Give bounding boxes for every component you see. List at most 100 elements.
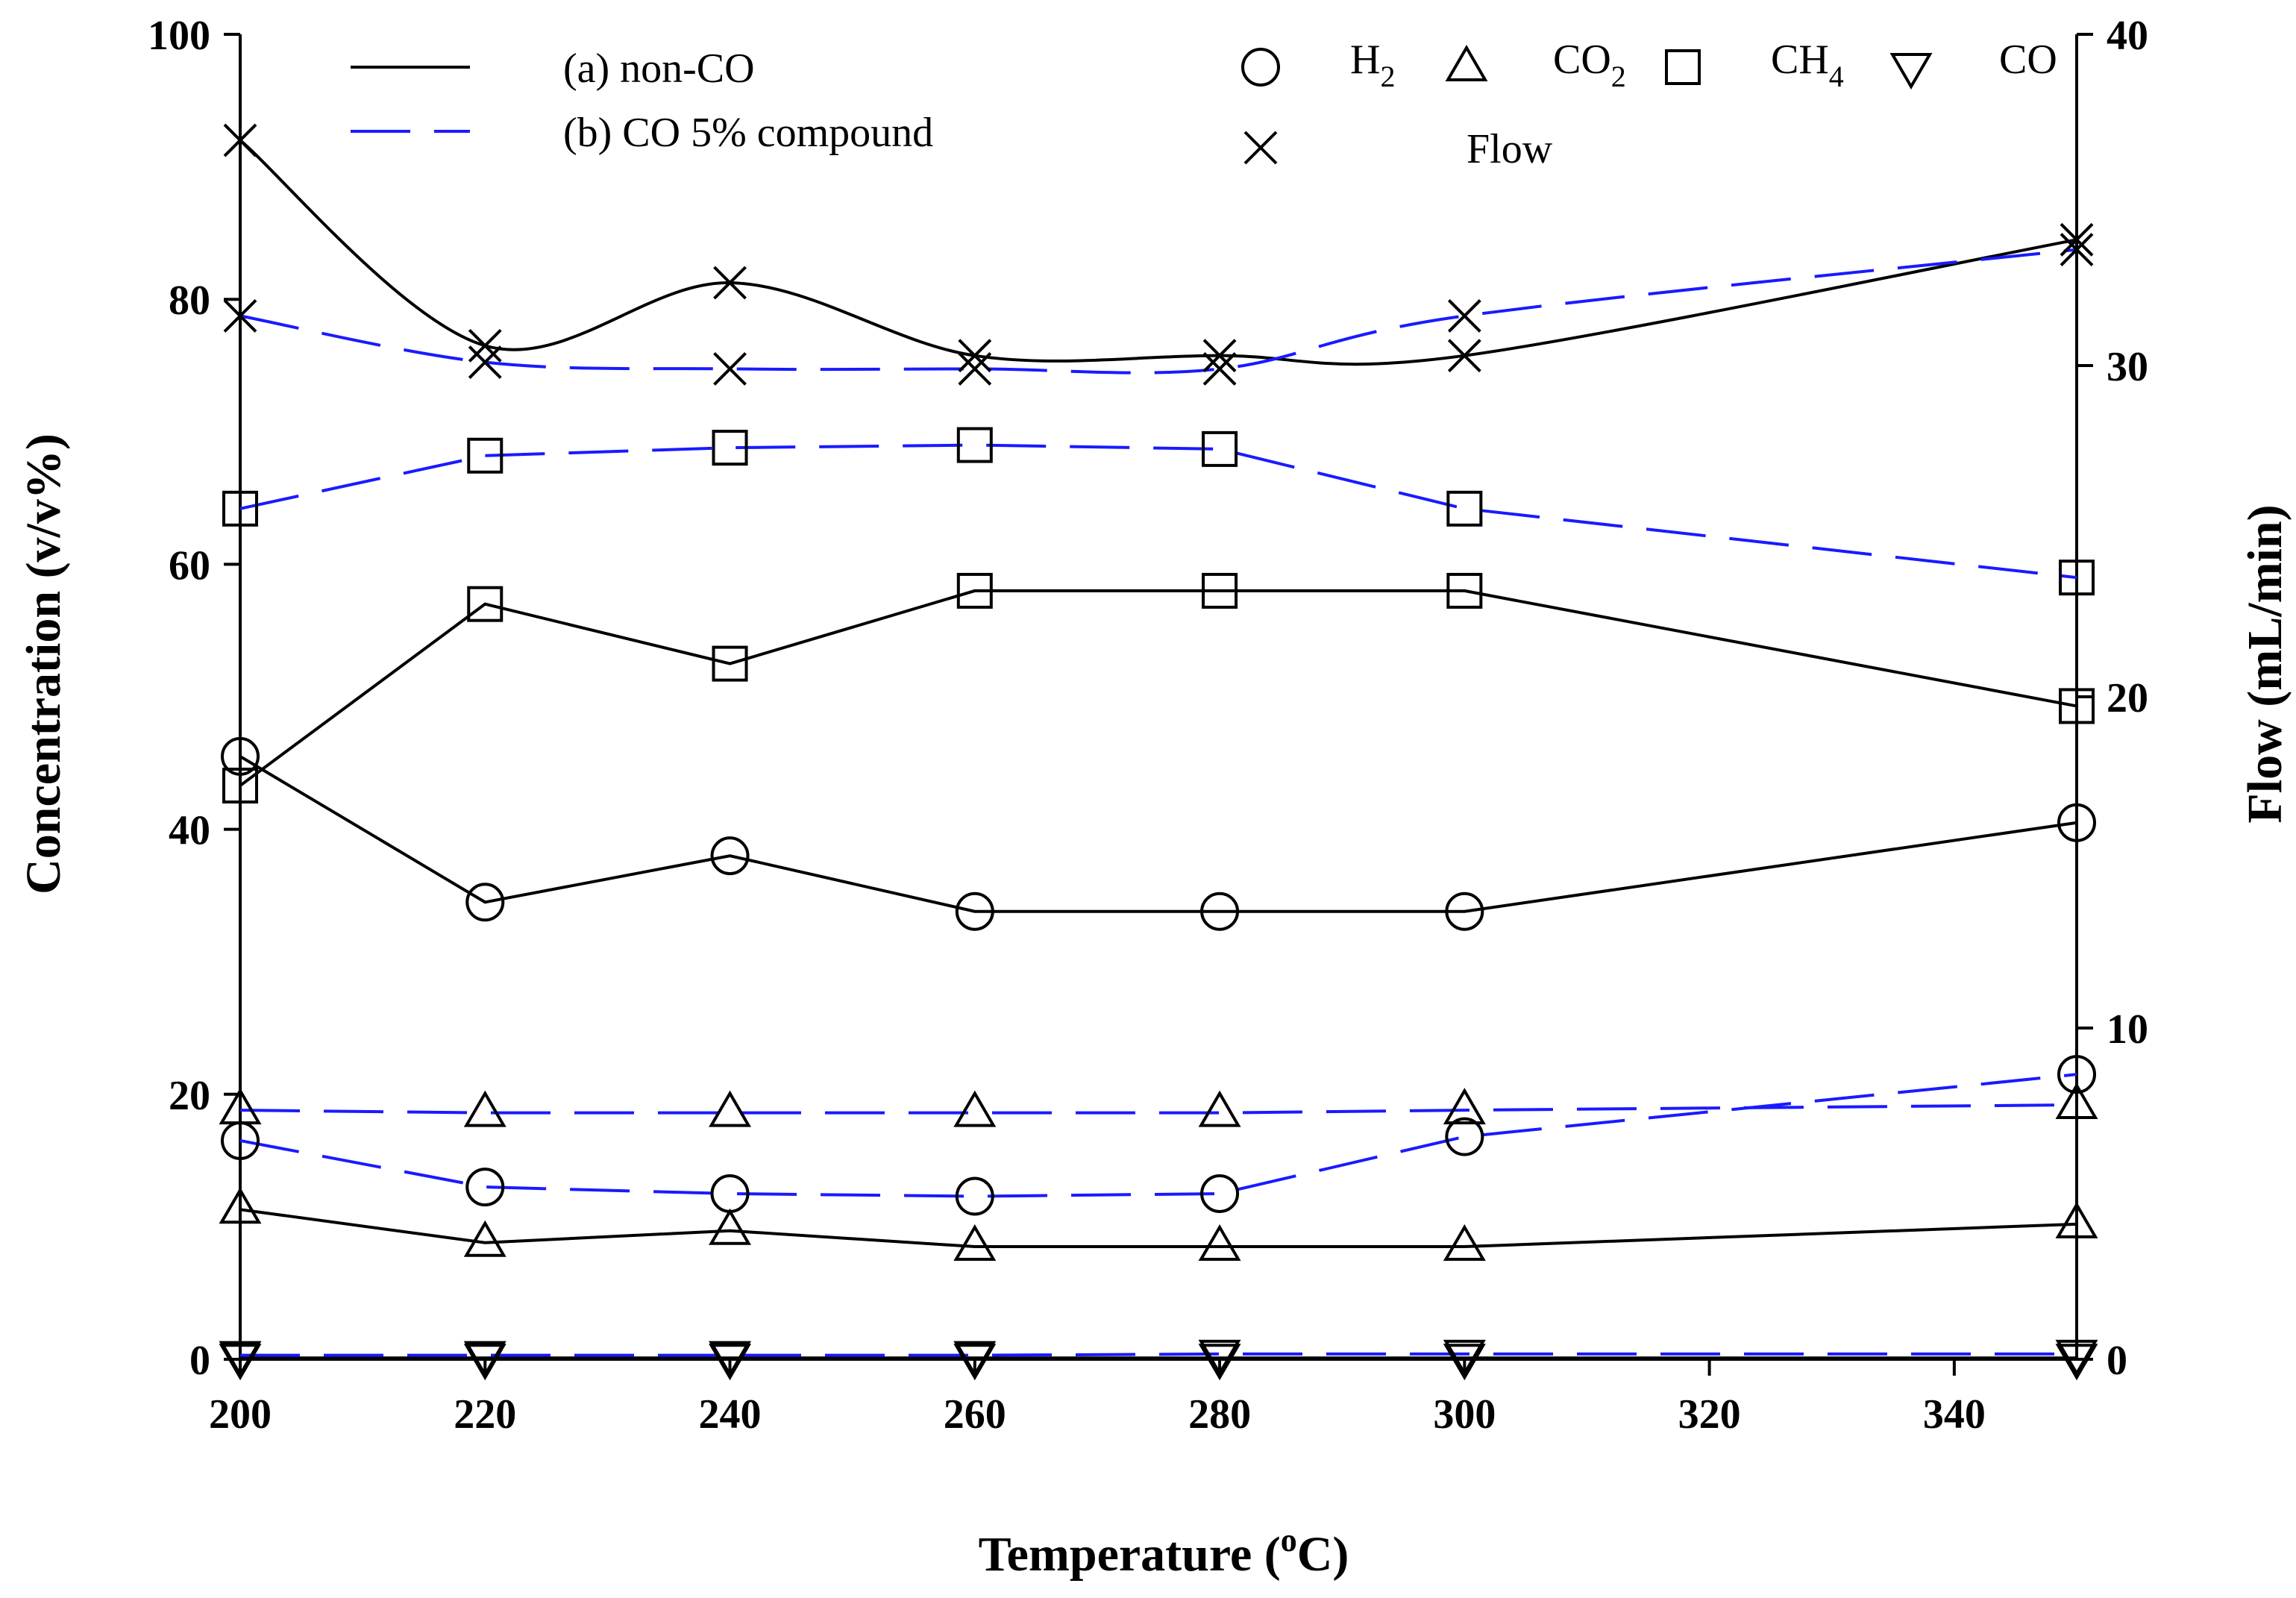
data-point — [465, 883, 505, 922]
data-point — [1446, 572, 1483, 609]
data-point — [1447, 298, 1481, 333]
data-point — [713, 266, 747, 300]
series-line — [239, 443, 2077, 580]
x-tick-label: 220 — [454, 1391, 516, 1438]
y2-axis-title: Flow (mL/min) — [2238, 504, 2292, 823]
y-tick-label: 60 — [169, 542, 210, 589]
x-axis-title: Temperature (oC) — [979, 1522, 1349, 1582]
data-point — [463, 1341, 506, 1378]
data-point — [1446, 490, 1483, 527]
data-point — [1445, 892, 1484, 931]
legend-marker-label: H2 — [1350, 37, 1395, 93]
data-point — [468, 345, 502, 379]
x-tick-label: 320 — [1678, 1391, 1741, 1438]
data-point — [956, 572, 993, 609]
legend-line-label: (b) CO 5% compound — [563, 110, 933, 156]
data-point — [1443, 1339, 1486, 1376]
data-point — [956, 427, 993, 463]
series-line — [239, 139, 2077, 366]
data-point — [1200, 1174, 1240, 1213]
series-line — [239, 1208, 2077, 1249]
data-point — [219, 1088, 262, 1125]
series-line — [239, 755, 2077, 913]
data-point — [1447, 339, 1481, 373]
data-point — [1443, 1224, 1486, 1262]
data-point — [1200, 892, 1240, 931]
y2-tick-label: 30 — [2107, 344, 2148, 390]
data-point — [223, 298, 257, 333]
y-tick-label: 20 — [169, 1073, 210, 1119]
data-point — [2055, 1201, 2098, 1238]
data-point — [953, 1224, 997, 1262]
data-point — [1198, 1344, 1241, 1381]
data-point — [1202, 572, 1238, 609]
data-point — [1198, 1339, 1241, 1376]
series-line — [239, 1073, 2077, 1198]
data-point — [709, 1208, 752, 1245]
data-point — [2055, 1082, 2098, 1120]
legend-line-label: (a) non-CO — [563, 46, 755, 92]
data-point — [219, 1341, 262, 1378]
data-point — [955, 892, 994, 931]
legend-marker-label: CH4 — [1771, 37, 1844, 93]
series-line — [239, 248, 2077, 375]
data-point — [221, 736, 260, 776]
legend-marker — [1665, 49, 1701, 85]
data-point — [2057, 803, 2096, 842]
data-point — [710, 836, 750, 876]
series-lines — [239, 139, 2077, 1360]
data-point — [953, 1090, 997, 1127]
legend-marker-label: Flow — [1467, 126, 1553, 172]
data-point — [468, 328, 502, 363]
legend: (a) non-CO (b) CO 5% compound H2 CO2 CH4 CO Fl… — [351, 37, 2057, 172]
data-point — [709, 1341, 752, 1378]
x-tick-label: 280 — [1188, 1391, 1251, 1438]
series-markers — [219, 123, 2098, 1381]
data-point — [712, 645, 748, 682]
data-point — [709, 1090, 752, 1127]
data-point — [2055, 1339, 2098, 1376]
y2-tick-label: 10 — [2107, 1006, 2148, 1053]
y2-tick-label: 40 — [2107, 13, 2148, 59]
data-point — [712, 430, 748, 466]
data-point — [1198, 1224, 1241, 1262]
y-tick-label: 40 — [169, 808, 210, 854]
data-point — [2055, 1344, 2098, 1381]
data-point — [222, 490, 258, 527]
axes: 200 220 240 260 280 300 320 340 0 20 40 60 80 100 0 10 2… — [148, 13, 2148, 1438]
data-point — [463, 1220, 506, 1257]
data-point — [1202, 339, 1237, 373]
data-point — [2060, 222, 2094, 257]
x-tick-label: 300 — [1433, 1391, 1496, 1438]
legend-marker — [1241, 48, 1280, 87]
data-point — [2057, 1055, 2096, 1094]
data-point — [1443, 1088, 1486, 1125]
series-line — [239, 1103, 2077, 1115]
data-point — [1445, 1117, 1484, 1156]
data-point — [1202, 352, 1237, 386]
legend-marker — [1445, 45, 1488, 81]
data-point — [955, 1176, 994, 1216]
x-tick-label: 200 — [209, 1391, 272, 1438]
data-point — [467, 586, 504, 622]
data-point — [223, 123, 257, 157]
data-point — [2059, 560, 2095, 596]
data-point — [953, 1341, 997, 1378]
y-axis-title: Concentration (v/v%) — [16, 433, 71, 894]
data-point — [465, 1168, 505, 1207]
series-line — [239, 589, 2077, 787]
data-point — [958, 339, 992, 373]
y2-tick-label: 20 — [2107, 675, 2148, 721]
data-point — [2059, 688, 2095, 724]
legend-marker-label: CO2 — [1553, 37, 1626, 93]
x-tick-label: 260 — [944, 1391, 1006, 1438]
series-line — [240, 1352, 2077, 1357]
legend-marker — [1243, 131, 1278, 165]
data-point — [467, 437, 504, 474]
legend-marker-label: CO — [1999, 37, 2057, 83]
data-point — [2060, 233, 2094, 267]
x-tick-label: 340 — [1923, 1391, 1986, 1438]
data-point — [1202, 430, 1238, 467]
